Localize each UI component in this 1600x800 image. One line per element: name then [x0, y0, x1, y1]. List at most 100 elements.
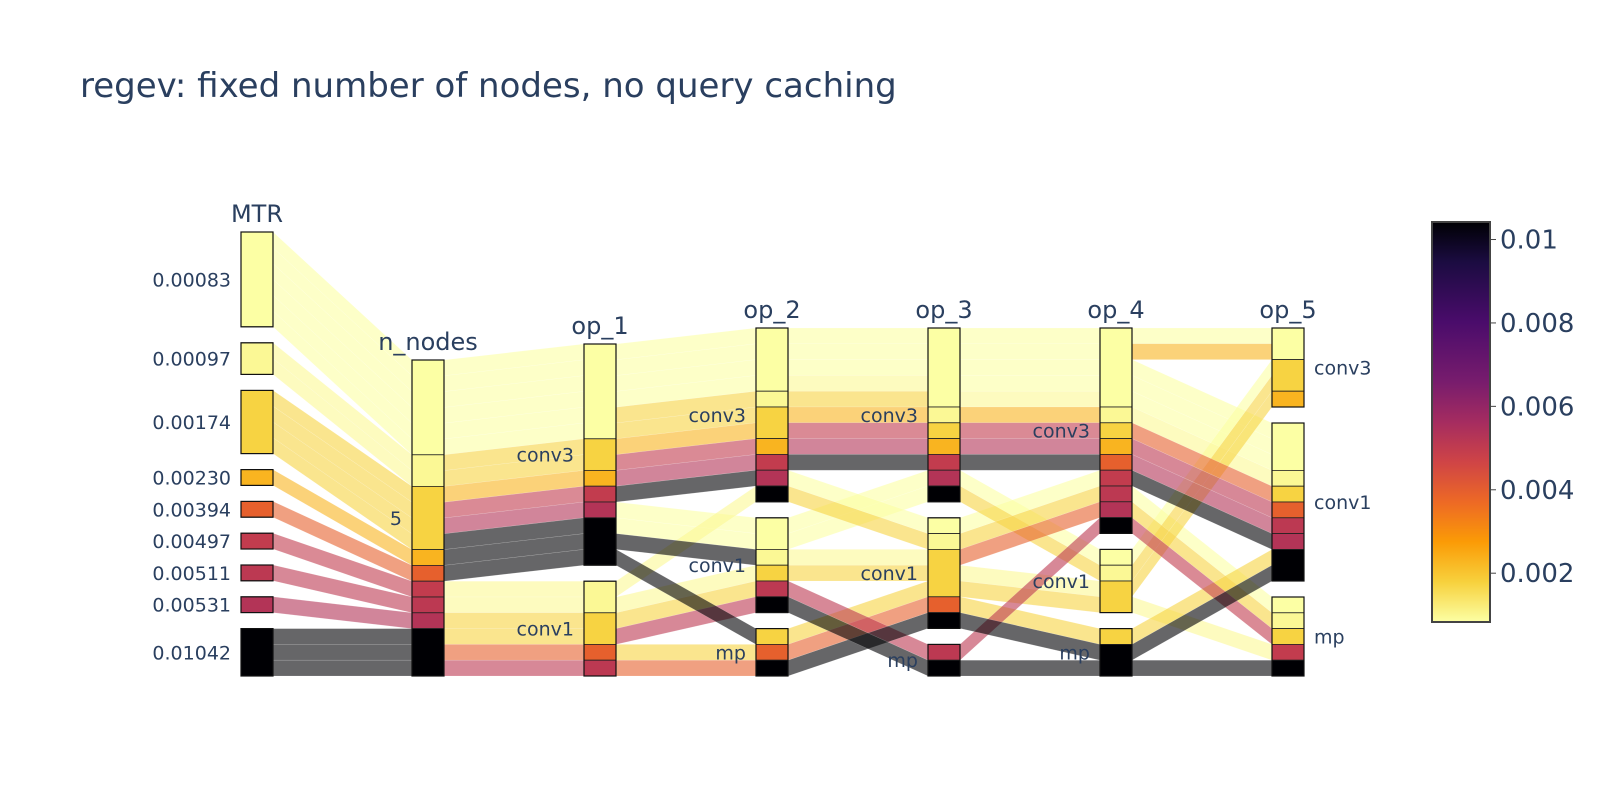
category-segment[interactable]	[755, 644, 789, 661]
category-segment[interactable]	[583, 644, 617, 661]
category-segment[interactable]	[411, 628, 445, 677]
category-segment[interactable]	[1271, 659, 1305, 677]
category-bar[interactable]	[1099, 327, 1133, 534]
category-bar[interactable]	[240, 532, 274, 550]
category-segment[interactable]	[1271, 533, 1305, 550]
category-segment[interactable]	[411, 454, 445, 487]
category-segment[interactable]	[927, 533, 961, 550]
category-segment[interactable]	[927, 612, 961, 629]
ribbon[interactable]	[443, 596, 585, 614]
category-segment[interactable]	[927, 517, 961, 534]
category-segment[interactable]	[927, 469, 961, 487]
category-segment[interactable]	[1099, 564, 1133, 582]
ribbon[interactable]	[959, 327, 1101, 345]
category-segment[interactable]	[411, 596, 445, 614]
category-segment[interactable]	[755, 564, 789, 582]
category-segment[interactable]	[411, 485, 445, 550]
ribbon[interactable]	[787, 343, 929, 360]
category-segment[interactable]	[1099, 628, 1133, 645]
category-segment[interactable]	[411, 580, 445, 598]
category-segment[interactable]	[927, 406, 961, 424]
dimension-label[interactable]: op_1	[571, 312, 628, 340]
category-segment[interactable]	[755, 596, 789, 613]
category-segment[interactable]	[240, 231, 274, 328]
category-segment[interactable]	[1099, 327, 1133, 408]
dimension-label[interactable]: op_3	[915, 296, 972, 324]
ribbon[interactable]	[787, 454, 929, 471]
category-segment[interactable]	[927, 596, 961, 613]
category-segment[interactable]	[755, 438, 789, 455]
category-segment[interactable]	[1271, 327, 1305, 361]
category-segment[interactable]	[755, 390, 789, 408]
category-segment[interactable]	[1099, 501, 1133, 518]
category-segment[interactable]	[1271, 517, 1305, 534]
category-segment[interactable]	[755, 406, 789, 440]
category-segment[interactable]	[1271, 501, 1305, 519]
ribbon[interactable]	[787, 375, 929, 392]
category-segment[interactable]	[927, 485, 961, 503]
ribbon[interactable]	[272, 659, 413, 677]
category-segment[interactable]	[583, 485, 617, 503]
category-bar[interactable]	[240, 342, 274, 375]
category-bar[interactable]	[583, 580, 617, 677]
ribbon[interactable]	[959, 454, 1101, 471]
category-segment[interactable]	[1271, 469, 1305, 487]
category-segment[interactable]	[1271, 390, 1305, 408]
category-segment[interactable]	[755, 659, 789, 677]
ribbon[interactable]	[787, 327, 929, 345]
category-segment[interactable]	[755, 327, 789, 392]
category-bar[interactable]	[240, 500, 274, 518]
category-segment[interactable]	[240, 596, 274, 613]
category-segment[interactable]	[583, 469, 617, 487]
category-segment[interactable]	[1099, 517, 1133, 534]
category-segment[interactable]	[1099, 580, 1133, 614]
category-bar[interactable]	[1099, 627, 1133, 677]
ribbon[interactable]	[1131, 343, 1273, 360]
category-segment[interactable]	[240, 564, 274, 582]
category-segment[interactable]	[755, 453, 789, 471]
category-segment[interactable]	[755, 580, 789, 598]
category-segment[interactable]	[927, 453, 961, 471]
category-segment[interactable]	[927, 659, 961, 677]
category-bar[interactable]	[1271, 327, 1305, 408]
category-segment[interactable]	[1099, 422, 1133, 439]
category-bar[interactable]	[755, 627, 789, 677]
category-bar[interactable]	[240, 564, 274, 582]
ribbon[interactable]	[1131, 659, 1273, 677]
category-bar[interactable]	[1271, 422, 1305, 582]
category-segment[interactable]	[1099, 453, 1133, 471]
category-bar[interactable]	[1099, 548, 1133, 614]
category-segment[interactable]	[583, 438, 617, 471]
ribbon[interactable]	[787, 438, 929, 455]
category-bar[interactable]	[755, 327, 789, 503]
dimension-label[interactable]: MTR	[231, 200, 283, 228]
category-bar[interactable]	[240, 231, 274, 328]
dimension-label[interactable]: op_5	[1259, 296, 1316, 324]
category-segment[interactable]	[1271, 549, 1305, 582]
category-segment[interactable]	[1099, 438, 1133, 455]
category-segment[interactable]	[1099, 406, 1133, 424]
category-segment[interactable]	[411, 612, 445, 629]
category-segment[interactable]	[240, 469, 274, 486]
ribbon[interactable]	[443, 580, 585, 598]
category-segment[interactable]	[927, 327, 961, 408]
category-segment[interactable]	[240, 532, 274, 550]
category-segment[interactable]	[755, 517, 789, 550]
category-bar[interactable]	[755, 517, 789, 614]
category-bar[interactable]	[411, 359, 445, 677]
category-segment[interactable]	[583, 501, 617, 519]
category-segment[interactable]	[1271, 359, 1305, 392]
category-segment[interactable]	[411, 549, 445, 566]
category-segment[interactable]	[755, 628, 789, 645]
category-segment[interactable]	[1271, 422, 1305, 471]
category-segment[interactable]	[1271, 596, 1305, 614]
category-segment[interactable]	[1271, 644, 1305, 661]
category-segment[interactable]	[1271, 628, 1305, 645]
category-segment[interactable]	[583, 659, 617, 677]
dimension-label[interactable]: op_4	[1087, 296, 1144, 324]
ribbon[interactable]	[272, 644, 413, 661]
category-segment[interactable]	[1271, 485, 1305, 503]
category-segment[interactable]	[411, 565, 445, 582]
category-segment[interactable]	[927, 438, 961, 455]
ribbon[interactable]	[959, 343, 1101, 360]
